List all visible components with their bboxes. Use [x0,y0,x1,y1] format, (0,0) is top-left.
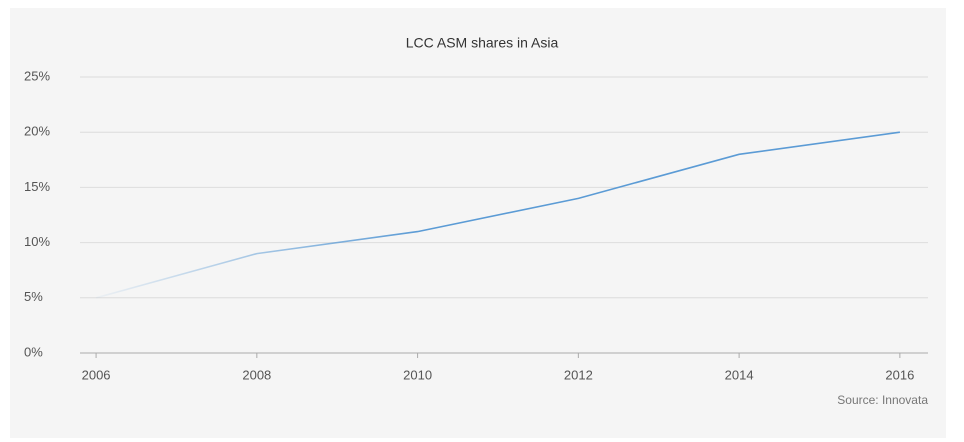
chart-background [10,8,946,438]
x-tick-label: 2008 [242,367,271,382]
y-tick-label: 15% [24,179,50,194]
y-tick-label: 20% [24,124,50,139]
chart-title: LCC ASM shares in Asia [406,35,559,51]
y-tick-label: 10% [24,234,50,249]
x-tick-label: 2006 [82,367,111,382]
x-tick-label: 2014 [725,367,754,382]
y-tick-label: 5% [24,289,43,304]
line-series [95,131,901,299]
y-tick-label: 25% [24,68,50,83]
x-tick-label: 2016 [885,367,914,382]
y-tick-label: 0% [24,344,43,359]
source-note: Source: Innovata [837,393,928,407]
x-tick-label: 2012 [564,367,593,382]
x-tick-label: 2010 [403,367,432,382]
